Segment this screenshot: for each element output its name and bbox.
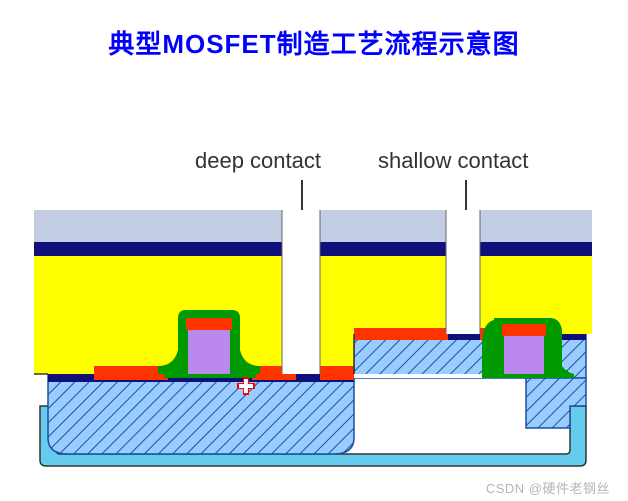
shallow-contact-trench [446,210,480,334]
implant-r1 [354,328,448,340]
page-title: 典型MOSFET制造工艺流程示意图 [0,24,628,61]
gate-right-cap [502,324,546,336]
shallow-contact-label: shallow contact [378,148,528,174]
implant-l1 [94,366,168,380]
watermark: CSDN @硬件老钢丝 [486,478,610,497]
gate-left-cap [186,318,232,330]
gate-left-poly [188,326,230,374]
implant-l3 [320,366,354,380]
mosfet-cross-section [34,210,592,472]
deep-contact-label: deep contact [195,148,321,174]
well-left [48,374,354,454]
deep-contact-trench [282,210,320,374]
gate-right-poly [504,332,544,374]
